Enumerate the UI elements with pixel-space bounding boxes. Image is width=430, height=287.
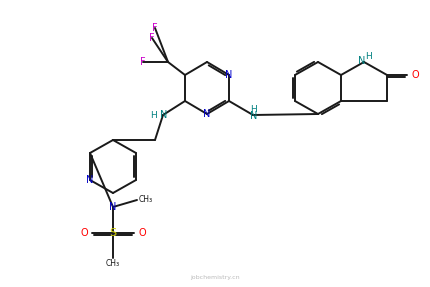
Text: N: N <box>250 111 257 121</box>
Text: jobchemistry.cn: jobchemistry.cn <box>190 276 239 280</box>
Text: H: H <box>250 104 257 113</box>
Text: H: H <box>365 51 372 61</box>
Text: N: N <box>225 70 232 80</box>
Text: O: O <box>80 228 88 238</box>
Text: O: O <box>410 70 418 80</box>
Text: N: N <box>86 175 93 185</box>
Text: F: F <box>149 33 154 43</box>
Text: S: S <box>109 228 116 238</box>
Text: N: N <box>109 202 117 212</box>
Text: F: F <box>152 23 157 33</box>
Text: N: N <box>203 109 210 119</box>
Text: H: H <box>150 110 157 119</box>
Text: N: N <box>160 110 167 120</box>
Text: CH₃: CH₃ <box>106 259 120 267</box>
Text: CH₃: CH₃ <box>138 195 153 203</box>
Text: N: N <box>357 56 365 66</box>
Text: O: O <box>138 228 145 238</box>
Text: F: F <box>140 57 145 67</box>
